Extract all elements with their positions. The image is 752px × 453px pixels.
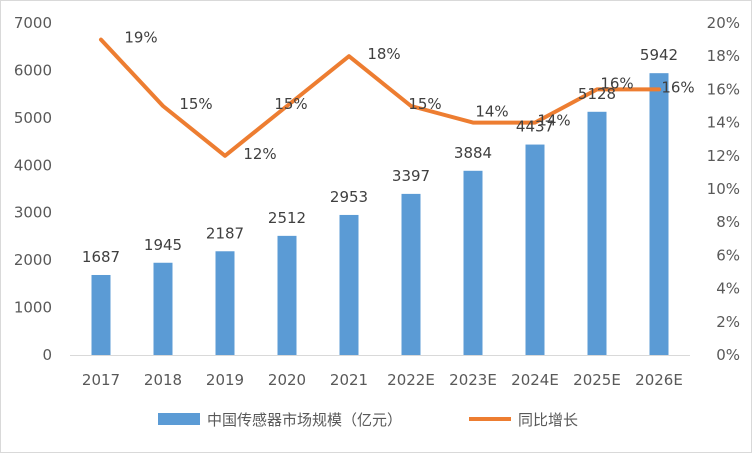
- legend: 中国传感器市场规模（亿元） 同比增长: [158, 411, 578, 429]
- bar: [649, 73, 669, 355]
- y-right-tick-label: 14%: [707, 114, 740, 132]
- y-right-tick-label: 18%: [707, 47, 740, 65]
- line-data-label: 15%: [179, 95, 212, 113]
- x-tick-label: 2020: [268, 371, 306, 389]
- bar-data-label: 2512: [268, 209, 306, 227]
- bar: [525, 144, 545, 355]
- x-tick-label: 2017: [82, 371, 120, 389]
- bar: [401, 193, 421, 355]
- y-right-tick-label: 8%: [716, 213, 740, 231]
- growth-line: [99, 37, 661, 158]
- bar-data-label: 2187: [206, 224, 244, 242]
- bar-data-label: 4437: [516, 118, 554, 136]
- y-left-tick-label: 7000: [14, 14, 52, 32]
- y-right-tick-label: 2%: [716, 313, 740, 331]
- y-right-tick-label: 0%: [716, 346, 740, 364]
- bar: [587, 111, 607, 355]
- y-left-tick-label: 1000: [14, 299, 52, 317]
- y-left-tick-label: 2000: [14, 251, 52, 269]
- bar-data-label: 3884: [454, 144, 492, 162]
- line-data-label: 16%: [600, 74, 633, 92]
- y-right-tick-label: 4%: [716, 280, 740, 298]
- y-left-tick-label: 4000: [14, 156, 52, 174]
- x-tick-label: 2019: [206, 371, 244, 389]
- bar-data-label: 3397: [392, 167, 430, 185]
- y-right-tick-label: 20%: [707, 14, 740, 32]
- legend-line-label: 同比增长: [518, 411, 578, 429]
- bar: [153, 262, 173, 355]
- bar-data-label: 1687: [82, 248, 120, 266]
- y-left-tick-label: 6000: [14, 61, 52, 79]
- bar: [215, 251, 235, 355]
- y-left-tick-label: 3000: [14, 204, 52, 222]
- bar-data-labels: 1687 1945 2187 2512 2953 3397 3884 4437 5128 5942: [82, 46, 678, 266]
- bar-data-label: 5128: [578, 85, 616, 103]
- line-data-label: 14%: [475, 103, 508, 121]
- line-data-label: 14%: [537, 112, 570, 130]
- y-axis-right: 0% 2% 4% 6% 8% 10% 12% 14% 16% 18% 20%: [707, 14, 740, 364]
- line-data-label: 15%: [408, 95, 441, 113]
- y-right-tick-label: 10%: [707, 180, 740, 198]
- bar-series: [91, 73, 669, 355]
- x-tick-label: 2022E: [387, 371, 435, 389]
- y-right-tick-label: 16%: [707, 80, 740, 98]
- x-tick-label: 2026E: [635, 371, 683, 389]
- legend-bar-label: 中国传感器市场规模（亿元）: [207, 411, 402, 429]
- line-data-label: 18%: [367, 45, 400, 63]
- bar-data-label: 5942: [640, 46, 678, 64]
- y-axis-left: 0 1000 2000 3000 4000 5000 6000 7000: [14, 14, 52, 364]
- x-axis: 2017 2018 2019 2020 2021 2022E 2023E 2024E 2025E…: [82, 371, 683, 389]
- x-tick-label: 2018: [144, 371, 182, 389]
- y-left-tick-label: 5000: [14, 109, 52, 127]
- y-right-tick-label: 6%: [716, 246, 740, 264]
- line-data-label: 12%: [243, 145, 276, 163]
- x-tick-label: 2021: [330, 371, 368, 389]
- bar-data-label: 1945: [144, 236, 182, 254]
- bar-data-label: 2953: [330, 188, 368, 206]
- line-data-label: 19%: [124, 29, 157, 47]
- line-data-label: 16%: [661, 78, 694, 96]
- y-right-tick-label: 12%: [707, 147, 740, 165]
- y-left-tick-label: 0: [42, 346, 52, 364]
- x-tick-label: 2025E: [573, 371, 621, 389]
- line-data-label: 15%: [274, 95, 307, 113]
- bar: [277, 235, 297, 355]
- line-data-labels: 19% 15% 12% 15% 18% 15% 14% 14% 16% 16%: [124, 29, 694, 163]
- bar: [339, 214, 359, 355]
- bar: [463, 170, 483, 355]
- x-tick-label: 2023E: [449, 371, 497, 389]
- x-tick-label: 2024E: [511, 371, 559, 389]
- legend-bar-swatch: [158, 413, 200, 425]
- bar: [91, 274, 111, 355]
